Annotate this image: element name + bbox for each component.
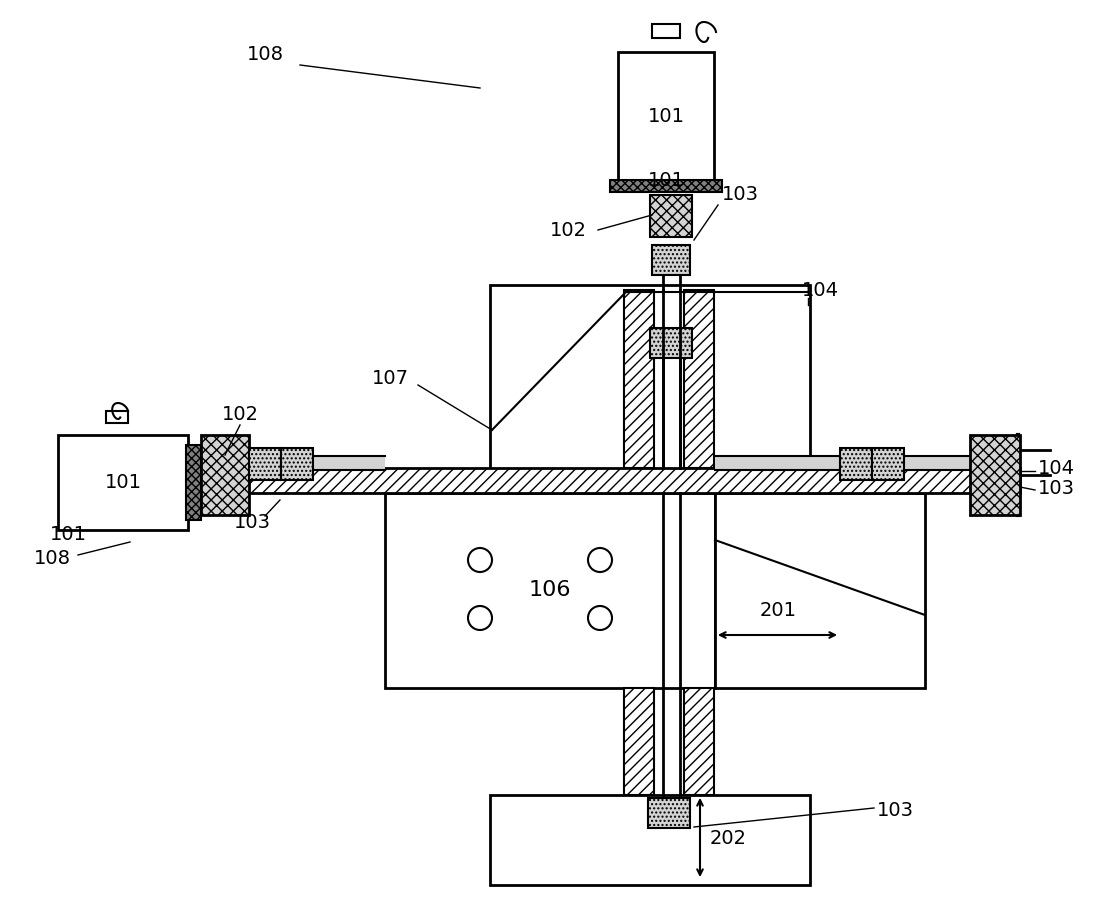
Text: 102: 102 [221,406,259,424]
Bar [715,456,840,470]
Bar [715,493,925,688]
Bar [650,195,692,237]
Bar [648,798,690,828]
Text: 202: 202 [710,828,747,847]
Text: 103: 103 [1038,479,1075,497]
Bar [840,448,872,480]
Bar [652,24,680,38]
Text: 106: 106 [528,580,571,600]
Text: 107: 107 [372,368,409,388]
Text: 103: 103 [233,513,271,532]
Bar [624,290,654,468]
Bar [970,435,1020,515]
Bar [904,456,970,470]
Text: 101: 101 [648,171,685,189]
Text: 103: 103 [721,186,758,205]
Bar [385,493,715,688]
Text: 201: 201 [760,601,797,620]
Bar [249,448,281,480]
Bar [186,445,201,520]
Bar [490,285,810,470]
Text: 104: 104 [1038,459,1075,477]
Bar [201,435,249,515]
Bar [610,180,722,192]
Bar [106,411,128,423]
Bar [684,290,713,468]
Bar [105,468,1020,493]
Text: 103: 103 [877,801,913,820]
Bar [58,435,189,530]
Text: 104: 104 [801,281,838,300]
Bar [650,328,692,358]
Text: 108: 108 [34,548,70,568]
Text: 101: 101 [648,107,685,125]
Bar [652,245,690,275]
Bar [490,795,810,885]
Text: 108: 108 [247,46,284,65]
Bar [684,688,713,795]
Text: 102: 102 [549,220,586,239]
Bar [618,52,713,180]
Text: 101: 101 [49,526,87,545]
Text: 101: 101 [104,473,141,492]
Bar [872,448,904,480]
Bar [624,688,654,795]
Bar [313,456,385,470]
Bar [281,448,313,480]
